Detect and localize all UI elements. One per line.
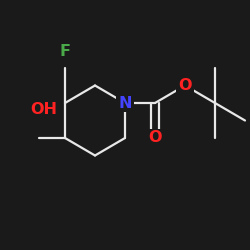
Text: OH: OH (30, 102, 57, 118)
Text: O: O (148, 130, 162, 146)
Text: F: F (60, 44, 70, 59)
Text: O: O (178, 78, 192, 93)
Text: N: N (118, 96, 132, 110)
